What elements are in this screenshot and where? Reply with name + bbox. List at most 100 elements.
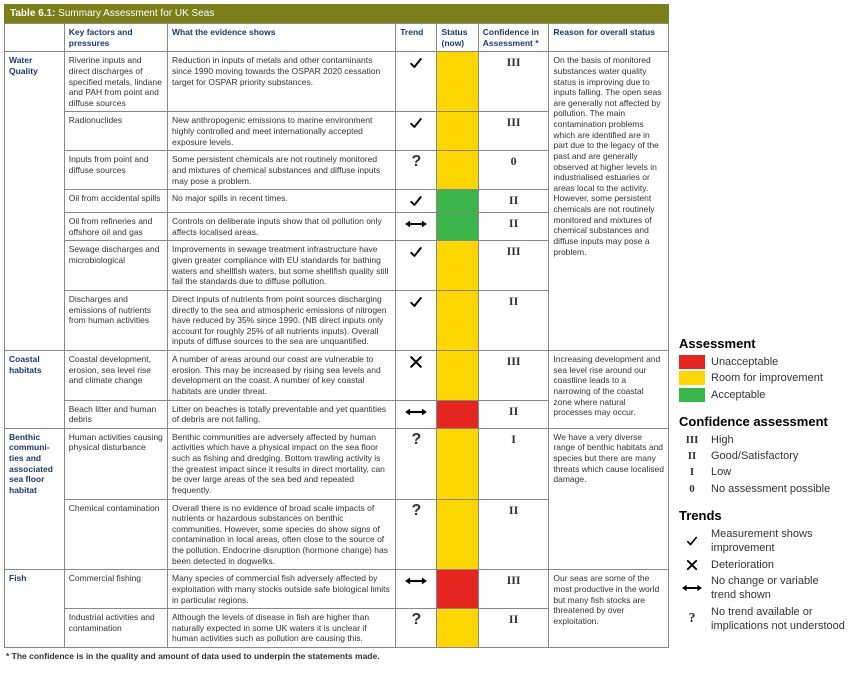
trend-cell: ?: [396, 499, 437, 570]
header-row: Key factors and pressures What the evide…: [5, 24, 669, 52]
factor-cell: Coastal development, erosion, sea level …: [64, 351, 167, 401]
evidence-cell: Controls on deliberate inputs show that …: [168, 213, 396, 241]
trend-cell: [396, 290, 437, 350]
col-blank: [5, 24, 65, 52]
legend-confidence-item: I Low: [679, 465, 846, 479]
legend-assessment-item: Acceptable: [679, 388, 846, 402]
confidence-cell: 0: [478, 151, 549, 190]
status-cell: [437, 151, 478, 190]
status-cell: [437, 112, 478, 151]
evidence-cell: Litter on beaches is totally preventable…: [168, 400, 396, 428]
factor-cell: Chemical contamination: [64, 499, 167, 570]
category-cell: Fish: [5, 570, 65, 648]
table-row: Benthic communi-ties and associated sea …: [5, 428, 669, 499]
legend-label: No change or variable trend shown: [711, 574, 846, 603]
assessment-table-area: Table 6.1: Summary Assessment for UK Sea…: [4, 4, 669, 661]
confidence-symbol: III: [679, 433, 705, 447]
legend-trend-item: No change or variable trend shown: [679, 574, 846, 603]
status-cell: [437, 351, 478, 401]
status-cell: [437, 609, 478, 648]
status-cell: [437, 570, 478, 609]
status-cell: [437, 290, 478, 350]
legend-confidence-item: III High: [679, 433, 846, 447]
category-cell: Coastal habitats: [5, 351, 65, 429]
evidence-cell: Direct inputs of nutrients from point so…: [168, 290, 396, 350]
evidence-cell: Reduction in inputs of metals and other …: [168, 52, 396, 112]
legend-confidence-item: II Good/Satisfactory: [679, 449, 846, 463]
legend-label: Room for improvement: [711, 371, 846, 385]
reason-cell: We have a very diverse range of benthic …: [549, 428, 669, 570]
status-cell: [437, 428, 478, 499]
swatch-icon: [679, 355, 705, 369]
col-trend: Trend: [396, 24, 437, 52]
legend-confidence-item: 0No assessment possible: [679, 482, 846, 496]
legend-label: High: [711, 433, 846, 447]
trend-cell: [396, 400, 437, 428]
evidence-cell: No major spills in recent times.: [168, 190, 396, 213]
legend-label: No trend available or implications not u…: [711, 605, 846, 634]
reason-cell: On the basis of monitored substances wat…: [549, 52, 669, 351]
trend-symbol: [679, 558, 705, 572]
table-row: Coastal habitatsCoastal development, ero…: [5, 351, 669, 401]
confidence-cell: II: [478, 213, 549, 241]
status-cell: [437, 241, 478, 291]
table-row: FishCommercial fishingMany species of co…: [5, 570, 669, 609]
status-cell: [437, 190, 478, 213]
factor-cell: Radionuclides: [64, 112, 167, 151]
confidence-cell: II: [478, 400, 549, 428]
trend-cell: [396, 213, 437, 241]
table-number: Table 6.1:: [10, 8, 55, 19]
table-title: Summary Assessment for UK Seas: [58, 8, 214, 19]
factor-cell: Oil from accidental spills: [64, 190, 167, 213]
status-cell: [437, 400, 478, 428]
evidence-cell: New anthropogenic emissions to marine en…: [168, 112, 396, 151]
evidence-cell: Although the levels of disease in fish a…: [168, 609, 396, 648]
factor-cell: Industrial activities and contamination: [64, 609, 167, 648]
status-cell: [437, 52, 478, 112]
reason-cell: Our seas are some of the most productive…: [549, 570, 669, 648]
status-cell: [437, 213, 478, 241]
confidence-cell: III: [478, 112, 549, 151]
col-status: Status (now): [437, 24, 478, 52]
confidence-symbol: I: [679, 465, 705, 479]
legend-trend-item: Measurement shows improvement: [679, 527, 846, 556]
trend-cell: [396, 351, 437, 401]
legend-panel: Assessment UnacceptableRoom for improvem…: [679, 4, 846, 661]
category-cell: Water Quality: [5, 52, 65, 351]
legend-trends-title: Trends: [679, 508, 846, 523]
factor-cell: Riverine inputs and direct discharges of…: [64, 52, 167, 112]
evidence-cell: Benthic communities are adversely affect…: [168, 428, 396, 499]
trend-cell: [396, 190, 437, 213]
evidence-cell: Improvements in sewage treatment infrast…: [168, 241, 396, 291]
confidence-symbol: 0: [679, 482, 705, 496]
factor-cell: Discharges and emissions of nutrients fr…: [64, 290, 167, 350]
factor-cell: Oil from refineries and offshore oil and…: [64, 213, 167, 241]
legend-assessment-item: Unacceptable: [679, 355, 846, 369]
evidence-cell: Many species of commercial fish adversel…: [168, 570, 396, 609]
evidence-cell: Some persistent chemicals are not routin…: [168, 151, 396, 190]
trend-symbol: ?: [679, 612, 705, 626]
trend-cell: [396, 52, 437, 112]
assessment-table: Key factors and pressures What the evide…: [4, 23, 669, 648]
status-cell: [437, 499, 478, 570]
legend-confidence-title: Confidence assessment: [679, 414, 846, 429]
factor-cell: Commercial fishing: [64, 570, 167, 609]
table-title-bar: Table 6.1: Summary Assessment for UK Sea…: [4, 4, 669, 23]
legend-label: Low: [711, 465, 846, 479]
col-reason: Reason for overall status: [549, 24, 669, 52]
category-cell: Benthic communi-ties and associated sea …: [5, 428, 65, 570]
col-conf: Confidence in Assessment *: [478, 24, 549, 52]
trend-cell: [396, 112, 437, 151]
trend-symbol: [679, 581, 705, 595]
confidence-cell: II: [478, 290, 549, 350]
evidence-cell: A number of areas around our coast are v…: [168, 351, 396, 401]
legend-label: Good/Satisfactory: [711, 449, 846, 463]
confidence-cell: III: [478, 52, 549, 112]
factor-cell: Human activities causing physical distur…: [64, 428, 167, 499]
confidence-symbol: II: [679, 449, 705, 463]
swatch-icon: [679, 388, 705, 402]
reason-cell: Increasing development and sea level ris…: [549, 351, 669, 429]
trend-cell: [396, 570, 437, 609]
swatch-icon: [679, 371, 705, 385]
confidence-cell: III: [478, 241, 549, 291]
